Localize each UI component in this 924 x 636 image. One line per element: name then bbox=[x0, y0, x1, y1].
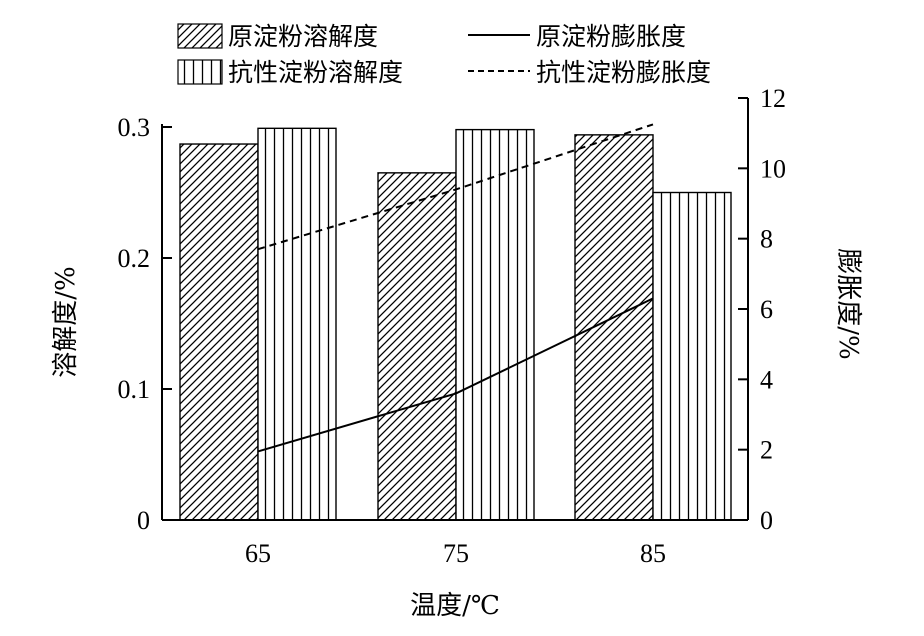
bar-vertical-85 bbox=[652, 191, 732, 521]
y-right-tick-label: 10 bbox=[760, 154, 786, 183]
x-tick-label: 85 bbox=[640, 539, 666, 568]
legend: 原淀粉溶解度 抗性淀粉溶解度 原淀粉膨胀度 抗性淀粉膨胀度 bbox=[177, 22, 711, 87]
legend-label-bar-1: 抗性淀粉溶解度 bbox=[228, 58, 403, 87]
y-right-tick-label: 2 bbox=[760, 436, 773, 465]
y-right-tick-label: 8 bbox=[760, 225, 773, 254]
bar-diagonal-65 bbox=[179, 143, 259, 521]
y-left-tick-label: 0 bbox=[137, 506, 150, 535]
y-axis-left-title: 溶解度/% bbox=[51, 266, 81, 377]
y-right-tick-label: 12 bbox=[760, 84, 786, 113]
legend-item-line-0: 原淀粉膨胀度 bbox=[468, 22, 686, 51]
bar-diagonal-75 bbox=[377, 172, 457, 521]
lines bbox=[257, 123, 654, 453]
y-left-tick-label: 0.3 bbox=[118, 113, 151, 142]
legend-item-bar-1: 抗性淀粉溶解度 bbox=[177, 58, 403, 87]
bar-vertical-65 bbox=[257, 127, 337, 521]
y-left-tick-label: 0.1 bbox=[118, 375, 151, 404]
x-tick-label: 65 bbox=[245, 539, 271, 568]
legend-label-line-1: 抗性淀粉膨胀度 bbox=[536, 58, 711, 87]
legend-item-bar-0: 原淀粉溶解度 bbox=[177, 22, 378, 51]
x-tick-label: 75 bbox=[443, 539, 469, 568]
legend-item-line-1: 抗性淀粉膨胀度 bbox=[468, 58, 711, 87]
x-axis-title: 温度/℃ bbox=[410, 591, 500, 621]
legend-label-line-0: 原淀粉膨胀度 bbox=[536, 22, 686, 51]
legend-swatch-vertical bbox=[177, 59, 223, 85]
y-axis-right-title: 膨胀度/% bbox=[833, 248, 863, 359]
legend-swatch-diagonal bbox=[177, 23, 223, 49]
y-right-tick-label: 6 bbox=[760, 295, 773, 324]
y-axis-right-ticks: 0 2 4 6 8 10 12 bbox=[738, 84, 786, 535]
y-right-tick-label: 4 bbox=[760, 365, 773, 394]
y-left-tick-label: 0.2 bbox=[118, 244, 151, 273]
legend-label-bar-0: 原淀粉溶解度 bbox=[228, 22, 378, 51]
line-dashed bbox=[257, 123, 654, 251]
y-axis-left-ticks: 0 0.1 0.2 0.3 bbox=[118, 113, 172, 535]
bars bbox=[179, 127, 732, 521]
x-axis-ticks: 65 75 85 bbox=[245, 539, 666, 568]
bar-diagonal-85 bbox=[574, 134, 654, 521]
line-solid bbox=[257, 297, 654, 453]
bar-vertical-75 bbox=[455, 128, 535, 521]
y-right-tick-label: 0 bbox=[760, 506, 773, 535]
